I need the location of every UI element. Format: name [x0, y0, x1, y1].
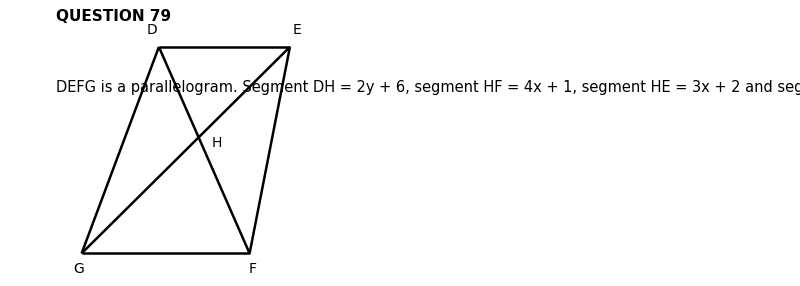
Text: H: H [212, 136, 222, 150]
Text: QUESTION 79: QUESTION 79 [56, 9, 171, 23]
Text: D: D [146, 23, 158, 37]
Text: G: G [73, 261, 84, 275]
Text: E: E [292, 23, 301, 37]
Text: F: F [249, 261, 257, 275]
Text: DEFG is a parallelogram. Segment DH = 2y + 6, segment HF = 4x + 1, segment HE = : DEFG is a parallelogram. Segment DH = 2y… [56, 80, 800, 95]
